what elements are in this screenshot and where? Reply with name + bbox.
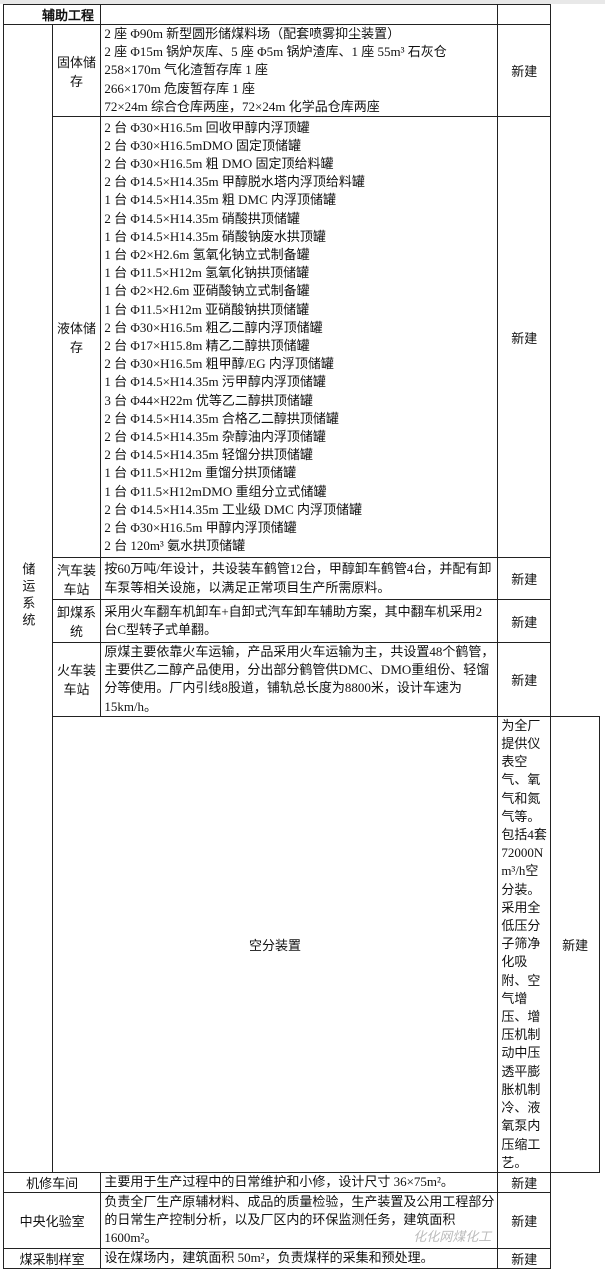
- row-status: 新建: [497, 23, 552, 118]
- desc-line: 1 台 Φ11.5×H12mDMO 重组分立式储罐: [104, 483, 327, 499]
- desc-line: 2 台 Φ17×H15.8m 精乙二醇拱顶储罐: [104, 338, 310, 354]
- desc-line: 2 台 Φ30×H16.5m 粗 DMO 固定顶给料罐: [104, 155, 334, 171]
- desc-line: 72×24m 综合仓库两座，72×24m 化学品仓库两座: [104, 98, 380, 114]
- desc-line: 1 台 Φ2×H2.6m 氢氧化钠立式制备罐: [104, 247, 310, 262]
- row-name: 空分装置: [51, 715, 499, 1173]
- table-row: 液体储存 2 台 Φ30×H16.5m 回收甲醇内浮顶罐 2 台 Φ30×H16.…: [4, 116, 600, 559]
- row-desc: 2 座 Φ90m 新型圆形储煤料场（配套喷雾抑尘装置） 2 座 Φ15m 锅炉灰…: [100, 23, 499, 118]
- desc-line: 2 台 Φ14.5×H14.35m 甲醇脱水塔内浮顶给料罐: [104, 174, 365, 190]
- previous-row-strip: [0, 0, 605, 4]
- desc-line: 258×170m 气化渣暂存库 1 座: [104, 62, 269, 78]
- desc-line: 1 台 Φ2×H2.6m 亚硝酸钠立式制备罐: [104, 283, 310, 299]
- row-status: 新建: [497, 1247, 552, 1269]
- row-status: 新建: [497, 116, 552, 559]
- watermark: 化化网煤化工: [413, 1229, 492, 1245]
- row-status: 新建: [497, 557, 552, 601]
- row-desc: 按60万吨/年设计，共设装车鹤管12台，甲醇卸车鹤管4台，并配有卸车泵等相关设施…: [100, 557, 499, 601]
- row-name: 汽车装车站: [51, 557, 102, 601]
- desc-line: 2 座 Φ90m 新型圆形储煤料场（配套喷雾抑尘装置）: [104, 26, 401, 41]
- row-desc: 负责全厂生产原辅材料、成品的质量检验，生产装置及公用工程部分的日常生产控制分析，…: [100, 1191, 499, 1249]
- desc-line: 1 台 Φ11.5×H12m 重馏分拱顶储罐: [104, 465, 297, 481]
- group-label-cell: 储运系统: [3, 24, 53, 1173]
- desc-line: 2 台 Φ30×H16.5m 粗甲醇/EG 内浮顶储罐: [104, 356, 334, 372]
- auxiliary-engineering-table: 辅助工程 储运系统 固体储存 2 座 Φ90m 新型圆形储煤料场（配套喷雾抑尘装…: [2, 4, 600, 1269]
- row-status: 新建: [497, 1191, 552, 1249]
- desc-line: 1 台 Φ14.5×H14.35m 污甲醇内浮顶储罐: [104, 374, 326, 390]
- row-desc: 采用火车翻车机卸车+自卸式汽车卸车辅助方案，其中翻车机采用2台C型转子式单翻。: [100, 599, 499, 644]
- table-row: 储运系统 固体储存 2 座 Φ90m 新型圆形储煤料场（配套喷雾抑尘装置） 2 …: [3, 23, 600, 1173]
- desc-line: 2 台 Φ30×H16.5m 回收甲醇内浮顶罐: [104, 119, 310, 135]
- desc-line: 2 台 Φ14.5×H14.35m 硝酸拱顶储罐: [104, 210, 300, 226]
- row-name: 火车装车站: [51, 642, 102, 717]
- row-name: 中央化验室: [2, 1191, 102, 1249]
- empty-cell: [497, 4, 552, 25]
- desc-line: 2 座 Φ15m 锅炉灰库、5 座 Φ5m 锅炉渣库、1 座 55m³ 石灰仓: [104, 44, 447, 60]
- desc-line: 1 台 Φ14.5×H14.35m 粗 DMC 内浮顶储罐: [104, 192, 337, 208]
- row-desc: 设在煤场内，建筑面积 50m²，负责煤样的采集和预处理。: [100, 1247, 499, 1269]
- desc-line: 2 台 Φ30×H16.5mDMO 固定顶储罐: [104, 137, 301, 153]
- row-status: 新建: [497, 599, 552, 644]
- table-row: 机修车间 主要用于生产过程中的日常维护和小修，设计尺寸 36×75m²。 新建: [2, 1171, 600, 1193]
- row-status: 新建: [497, 1171, 552, 1193]
- row-name: 液体储存: [51, 116, 102, 559]
- section-header-row: 辅助工程: [2, 4, 600, 25]
- desc-line: 3 台 Φ44×H22m 优等乙二醇拱顶储罐: [104, 392, 313, 408]
- desc-line: 2 台 Φ14.5×H14.35m 杂醇油内浮顶储罐: [104, 429, 326, 445]
- desc-line: 2 台 Φ14.5×H14.35m 工业级 DMC 内浮顶储罐: [104, 501, 363, 517]
- row-desc: 主要用于生产过程中的日常维护和小修，设计尺寸 36×75m²。: [100, 1171, 499, 1193]
- row-name: 煤采制样室: [2, 1247, 102, 1269]
- row-desc: 原煤主要依靠火车运输，产品采用火车运输为主，共设置48个鹤管，主要供乙二醇产品使…: [100, 642, 499, 717]
- row-status: 新建: [497, 642, 552, 717]
- row-desc: 2 台 Φ30×H16.5m 回收甲醇内浮顶罐 2 台 Φ30×H16.5mDMO…: [100, 116, 499, 559]
- row-status: 新建: [550, 715, 600, 1173]
- row-name: 机修车间: [2, 1171, 102, 1193]
- desc-line: 266×170m 危废暂存库 1 座: [104, 80, 256, 96]
- section-title: 辅助工程: [2, 4, 102, 25]
- desc-line: 2 台 120m³ 氨水拱顶储罐: [104, 538, 246, 554]
- group-label: 储运系统: [20, 562, 36, 631]
- desc-line: 1 台 Φ11.5×H12m 氢氧化钠拱顶储罐: [104, 265, 310, 281]
- table-row: 空分装置 为全厂提供仪表空气、氧气和氮气等。包括4套72000Nm³/h空分装。…: [4, 715, 600, 1173]
- table-row: 火车装车站 原煤主要依靠火车运输，产品采用火车运输为主，共设置48个鹤管，主要供…: [4, 642, 600, 717]
- empty-cell: [100, 4, 499, 25]
- row-name: 卸煤系统: [51, 599, 102, 644]
- desc-line: 1 台 Φ11.5×H12m 亚硝酸钠拱顶储罐: [104, 301, 310, 317]
- table-row: 中央化验室 负责全厂生产原辅材料、成品的质量检验，生产装置及公用工程部分的日常生…: [2, 1191, 600, 1249]
- desc-line: 2 台 Φ30×H16.5m 甲醇内浮顶储罐: [104, 520, 297, 536]
- desc-line: 1 台 Φ14.5×H14.35m 硝酸钠废水拱顶罐: [104, 228, 326, 244]
- desc-line: 2 台 Φ14.5×H14.35m 轻馏分拱顶储罐: [104, 447, 313, 463]
- table-row: 卸煤系统 采用火车翻车机卸车+自卸式汽车卸车辅助方案，其中翻车机采用2台C型转子…: [4, 599, 600, 644]
- desc-line: 2 台 Φ14.5×H14.35m 合格乙二醇拱顶储罐: [104, 410, 339, 426]
- desc-line: 2 台 Φ30×H16.5m 粗乙二醇内浮顶储罐: [104, 319, 323, 335]
- row-desc: 为全厂提供仪表空气、氧气和氮气等。包括4套72000Nm³/h空分装。采用全低压…: [497, 715, 552, 1173]
- table-row: 煤采制样室 设在煤场内，建筑面积 50m²，负责煤样的采集和预处理。 新建: [2, 1247, 600, 1269]
- table-row: 汽车装车站 按60万吨/年设计，共设装车鹤管12台，甲醇卸车鹤管4台，并配有卸车…: [4, 557, 600, 601]
- row-name: 固体储存: [51, 23, 102, 118]
